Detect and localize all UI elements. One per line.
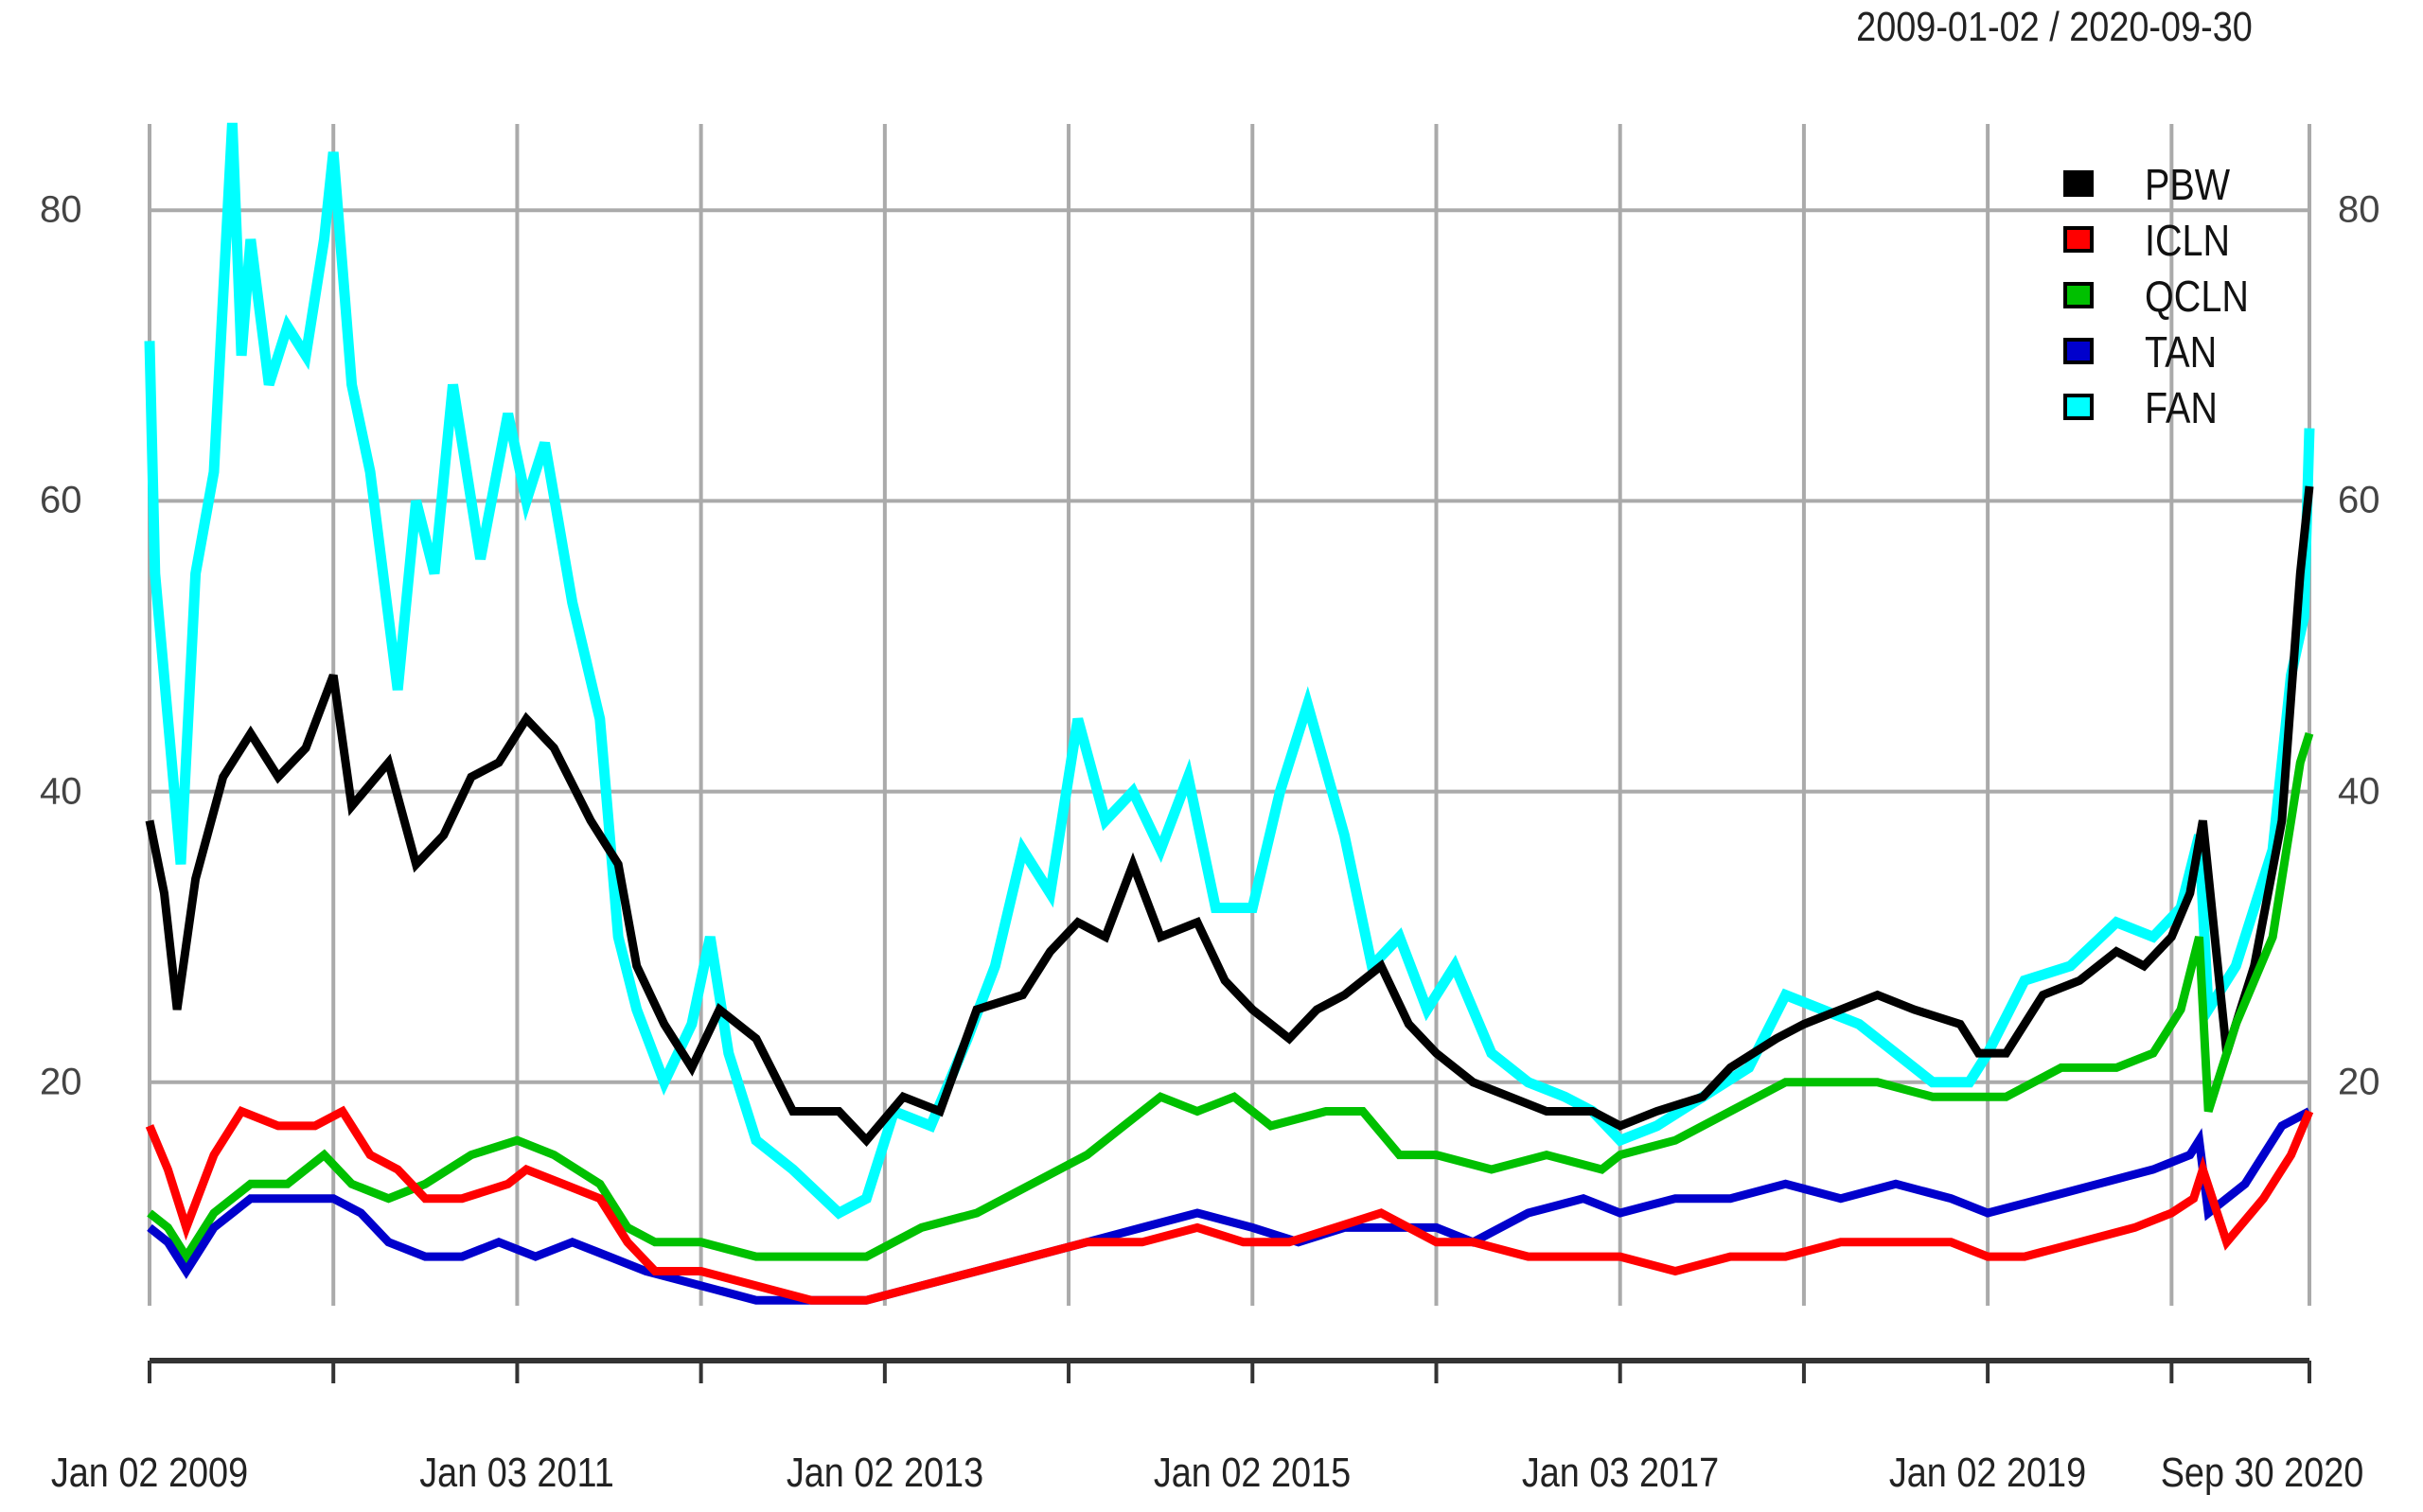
series-line-pbw	[145, 485, 2314, 1147]
x-tick-label: Jan 02 2019	[1888, 1450, 2087, 1496]
y-tick-label: 20	[2338, 1061, 2380, 1103]
legend-swatch-icon	[2063, 282, 2094, 308]
x-axis	[148, 1358, 2311, 1383]
y-tick-label: 60	[40, 479, 82, 521]
legend-swatch-icon	[2063, 394, 2094, 420]
legend-label: ICLN	[2145, 216, 2231, 265]
y-tick-label: 60	[2338, 479, 2380, 521]
x-tick-label: Jan 03 2011	[419, 1450, 615, 1496]
date-range-title: 2009-01-02 / 2020-09-30	[1856, 4, 2253, 50]
y-tick-label: 40	[2338, 770, 2380, 813]
y-tick-label: 80	[2338, 188, 2380, 231]
y-tick-label: 80	[40, 188, 82, 231]
x-tick-label: Jan 02 2015	[1154, 1450, 1352, 1496]
series-line-fan	[144, 122, 2315, 1220]
legend-swatch-icon	[2063, 170, 2094, 197]
series-line-tan	[147, 1107, 2312, 1305]
x-tick-label: Jan 02 2013	[786, 1450, 983, 1496]
y-tick-label: 20	[40, 1061, 82, 1103]
x-tick-label: Jan 02 2009	[50, 1450, 249, 1496]
legend-label: QCLN	[2145, 272, 2249, 321]
legend-swatch-icon	[2063, 338, 2094, 364]
grid-lines	[148, 124, 2311, 1306]
x-tick-label: Sep 30 2020	[2160, 1450, 2364, 1496]
series-line-icln	[145, 1105, 2314, 1305]
legend-swatch-icon	[2063, 226, 2094, 253]
series-lines	[144, 122, 2315, 1305]
legend-label: FAN	[2145, 383, 2218, 432]
legend-label: TAN	[2145, 327, 2218, 377]
legend-label: PBW	[2145, 160, 2231, 209]
y-tick-label: 40	[40, 770, 82, 813]
x-tick-label: Jan 03 2017	[1521, 1450, 1719, 1496]
series-line-qcln	[147, 731, 2314, 1265]
